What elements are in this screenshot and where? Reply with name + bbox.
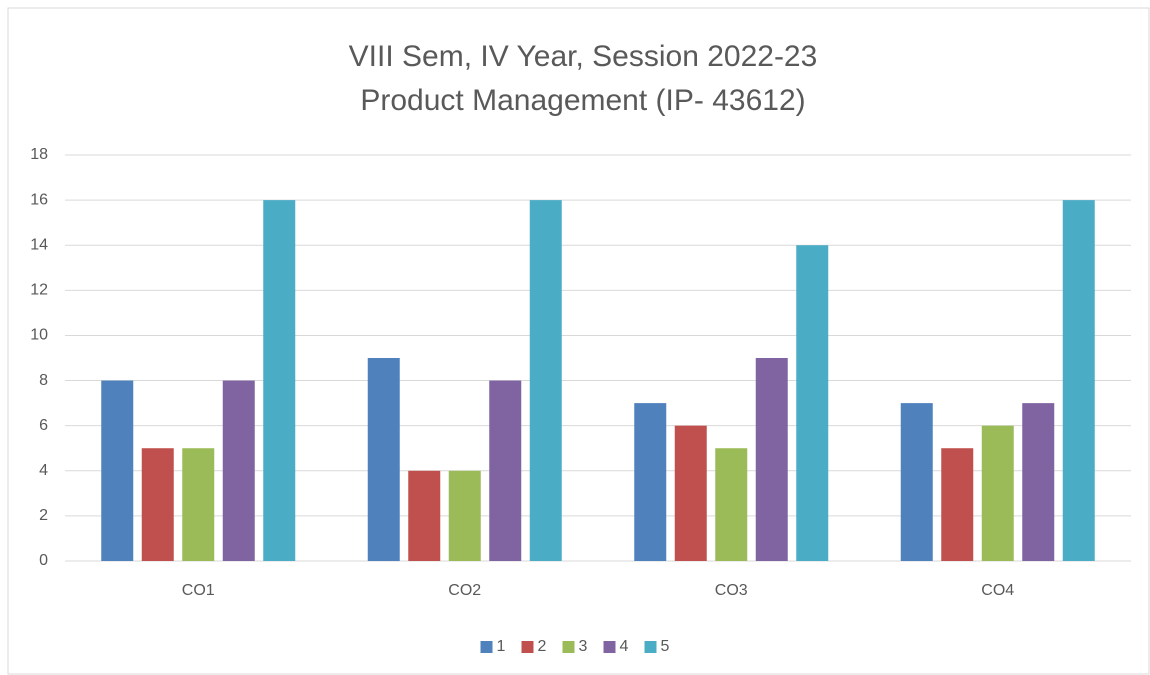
legend-swatch	[562, 641, 575, 653]
bar	[489, 380, 522, 561]
bar	[448, 470, 481, 561]
chart-title: VIII Sem, IV Year, Session 2022-23	[349, 40, 818, 73]
bar	[941, 448, 974, 561]
y-tick-label: 18	[30, 146, 48, 163]
legend-label: 5	[661, 638, 670, 655]
y-tick-label: 16	[30, 191, 48, 208]
bar	[263, 200, 296, 561]
x-tick-label: CO1	[182, 582, 215, 599]
bar	[408, 470, 441, 561]
y-tick-label: 14	[30, 236, 48, 253]
bar	[715, 448, 748, 561]
legend-label: 3	[579, 638, 588, 655]
x-tick-label: CO4	[981, 582, 1014, 599]
y-tick-label: 0	[39, 552, 48, 569]
bar	[367, 358, 400, 561]
x-tick-label: CO3	[715, 582, 748, 599]
y-tick-label: 4	[39, 462, 48, 479]
bar	[141, 448, 174, 561]
bar	[1022, 403, 1055, 561]
y-tick-label: 12	[30, 282, 48, 299]
bar	[755, 358, 788, 561]
y-tick-label: 6	[39, 417, 48, 434]
bar	[529, 200, 562, 561]
bar	[1062, 200, 1095, 561]
bar	[182, 448, 215, 561]
legend-label: 4	[620, 638, 629, 655]
bar	[796, 245, 829, 561]
chart-title: Product Management (IP- 43612)	[360, 84, 805, 117]
y-tick-label: 2	[39, 507, 48, 524]
y-tick-label: 10	[30, 327, 48, 344]
bar	[634, 403, 667, 561]
legend-swatch	[521, 641, 534, 653]
legend-label: 2	[538, 638, 547, 655]
legend-swatch	[480, 641, 493, 653]
x-tick-label: CO2	[448, 582, 481, 599]
legend-label: 1	[497, 638, 506, 655]
bar	[222, 380, 255, 561]
bar	[981, 425, 1014, 561]
legend-swatch	[644, 641, 657, 653]
chart-border	[7, 7, 1150, 675]
bar	[101, 380, 134, 561]
legend-swatch	[603, 641, 616, 653]
bar	[674, 425, 707, 561]
y-tick-label: 8	[39, 372, 48, 389]
bar	[900, 403, 933, 561]
